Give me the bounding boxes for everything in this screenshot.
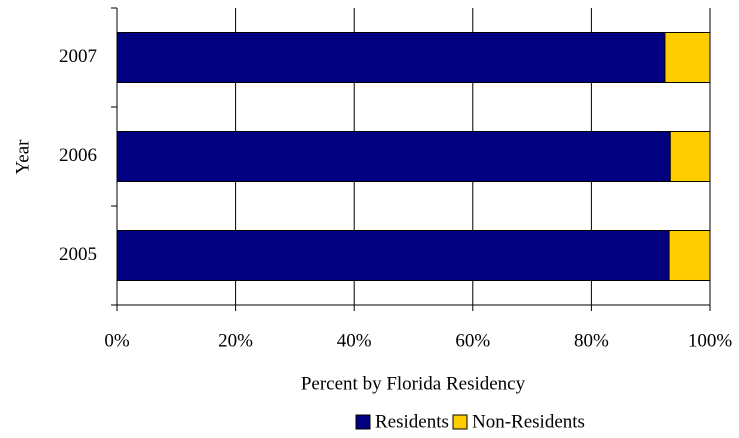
x-tick-label: 100%	[688, 330, 733, 351]
bar-segment	[116, 32, 666, 83]
x-tick-label: 20%	[218, 330, 253, 351]
bar-segment	[668, 230, 711, 281]
x-tick-label: 80%	[574, 330, 609, 351]
y-tick-label: 2005	[59, 244, 97, 265]
y-tick-label: 2007	[59, 46, 97, 67]
y-axis-title: Year	[12, 139, 33, 175]
x-tick-label: 60%	[455, 330, 490, 351]
bar-segment	[116, 131, 671, 182]
x-axis-title: Percent by Florida Residency	[301, 373, 526, 394]
legend-label: Non-Residents	[472, 411, 585, 432]
legend-label: Residents	[375, 411, 449, 432]
legend-swatch	[452, 414, 468, 430]
legend-swatch	[355, 414, 371, 430]
x-tick-label: 40%	[337, 330, 372, 351]
bar-segment	[664, 32, 711, 83]
y-tick-label: 2006	[59, 145, 97, 166]
bar-segment	[116, 230, 670, 281]
x-tick-label: 0%	[104, 330, 130, 351]
bar-segment	[669, 131, 711, 182]
